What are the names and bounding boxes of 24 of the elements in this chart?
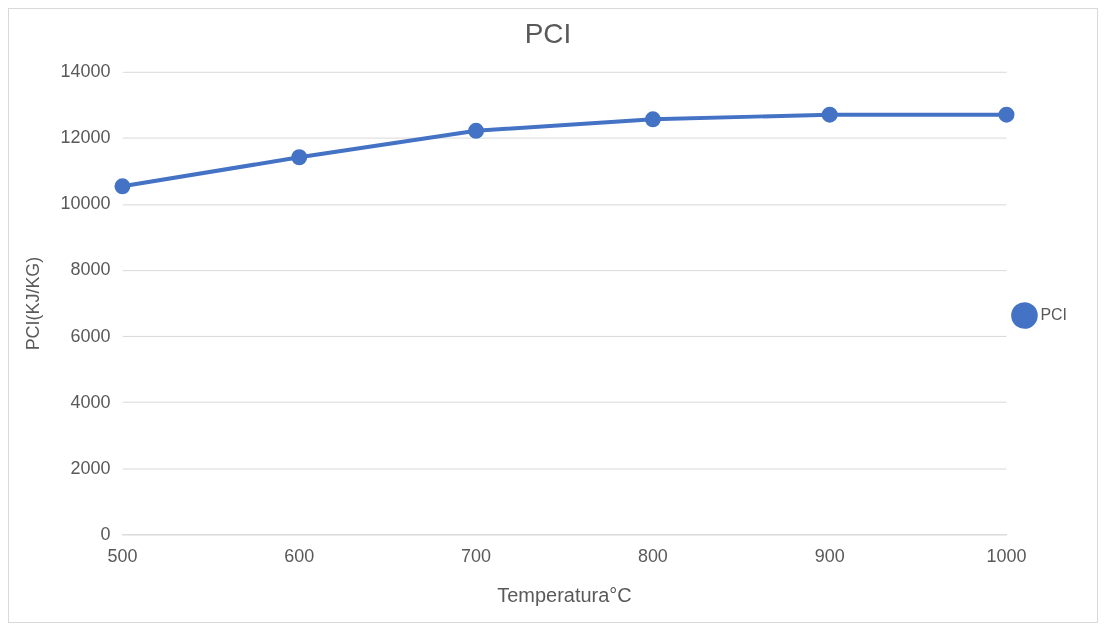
y-tick-label: 6000 bbox=[70, 325, 111, 346]
x-tick-label: 700 bbox=[461, 546, 492, 567]
x-tick-label: 500 bbox=[107, 546, 138, 567]
point bbox=[821, 106, 838, 123]
y-axis-title: PCI(KJ/KG) bbox=[22, 256, 43, 351]
y-tick-label: 0 bbox=[100, 523, 111, 544]
x-tick-label: 600 bbox=[284, 546, 315, 567]
x-tick-label: 800 bbox=[637, 546, 668, 567]
point bbox=[114, 178, 131, 195]
y-tick-label: 4000 bbox=[70, 391, 111, 412]
point bbox=[468, 122, 485, 139]
y-tick-label: 8000 bbox=[70, 259, 111, 280]
y-tick-label: 2000 bbox=[70, 457, 111, 478]
chart-title: PCI bbox=[524, 18, 572, 50]
x-tick-label: 1000 bbox=[986, 546, 1027, 567]
y-tick-label: 14000 bbox=[60, 61, 111, 82]
point bbox=[998, 106, 1015, 123]
point bbox=[291, 149, 308, 166]
x-tick-label: 900 bbox=[814, 546, 845, 567]
y-tick-label: 10000 bbox=[60, 193, 111, 214]
legend-label: PCI bbox=[1040, 305, 1068, 323]
point bbox=[644, 111, 661, 128]
x-axis-title: Temperatura°C bbox=[497, 583, 632, 606]
y-tick-label: 12000 bbox=[60, 127, 111, 148]
